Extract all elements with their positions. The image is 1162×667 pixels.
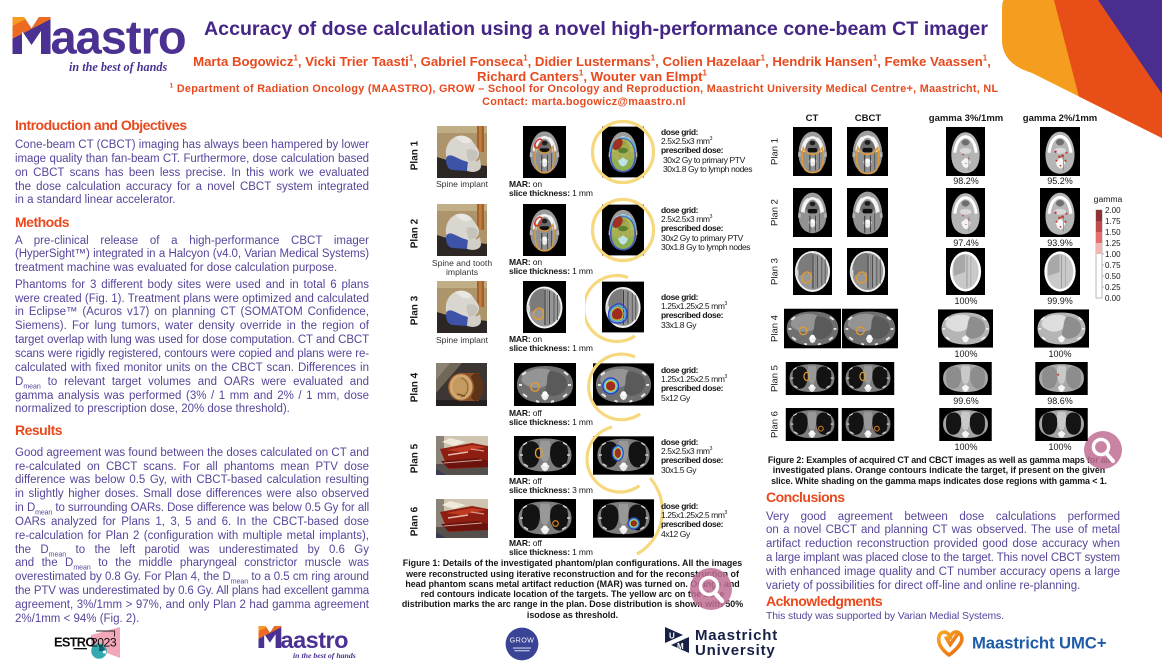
svg-text:0.00: 0.00 [1105,294,1121,303]
svg-text:1.75: 1.75 [1105,217,1121,226]
svg-text:0.25: 0.25 [1105,283,1121,292]
svg-text:University: University [695,642,776,658]
svg-text:aastro: aastro [281,627,349,653]
svg-text:0.75: 0.75 [1105,261,1121,270]
svg-text:2.00: 2.00 [1105,206,1121,215]
svg-text:1.50: 1.50 [1105,228,1121,237]
svg-text:0.50: 0.50 [1105,272,1121,281]
svg-text:in the best of hands: in the best of hands [293,651,356,660]
svg-text:in the best of hands: in the best of hands [69,60,167,74]
svg-text:1.25: 1.25 [1105,239,1121,248]
svg-text:1.00: 1.00 [1105,250,1121,259]
svg-text:Maastricht UMC+: Maastricht UMC+ [972,634,1107,653]
svg-text:Maastricht: Maastricht [695,627,778,644]
svg-text:M: M [677,642,684,651]
svg-text:U: U [669,632,675,641]
svg-text:aastro: aastro [51,14,186,64]
svg-text:ESTRO: ESTRO [54,635,95,650]
svg-text:2023: 2023 [91,636,117,650]
svg-text:GROW: GROW [510,636,535,645]
